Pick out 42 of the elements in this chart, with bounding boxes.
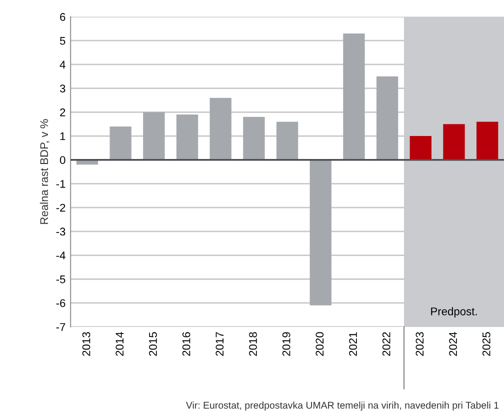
band-label: Predpost. xyxy=(431,307,477,318)
bar xyxy=(176,114,198,160)
x-tick-label: 2020 xyxy=(316,332,324,356)
text: Vir: Eurostat, predpostavka UMAR temelji na virih, navedenih pri Tabeli 1 xyxy=(186,402,499,411)
y-tick-label: 3 xyxy=(60,84,66,92)
x-tick-label: 2013 xyxy=(82,332,90,356)
x-tick-label: 2025 xyxy=(482,332,490,356)
y-tick-label: -4 xyxy=(56,252,66,260)
bar xyxy=(110,126,132,160)
bar xyxy=(343,33,365,160)
bar xyxy=(410,136,432,160)
y-tick-label: -7 xyxy=(56,323,66,331)
x-tick-label: 2015 xyxy=(149,332,157,356)
bar xyxy=(143,112,165,160)
y-tick-label: 6 xyxy=(60,13,66,21)
y-tick-label: 5 xyxy=(60,36,66,45)
x-tick-label: 2021 xyxy=(349,332,357,356)
x-tick-label: 2016 xyxy=(182,332,190,356)
y-tick-label: -3 xyxy=(56,228,66,236)
x-tick-label: 2024 xyxy=(449,332,457,356)
y-tick-label: -2 xyxy=(56,204,66,212)
y-axis-title: Realna rast BDP, v % xyxy=(40,119,50,224)
x-tick-label: 2017 xyxy=(216,332,224,356)
bar xyxy=(243,116,265,160)
bar xyxy=(210,98,232,160)
y-tick-label: -1 xyxy=(56,180,66,188)
x-tick-label: 2019 xyxy=(282,332,290,356)
bar xyxy=(276,122,298,160)
y-tick-label: 0 xyxy=(60,156,66,164)
y-tick-label: -5 xyxy=(56,276,66,284)
y-tick-label: 2 xyxy=(60,108,66,116)
bar xyxy=(376,76,398,160)
bar xyxy=(310,160,332,306)
x-tick-label: 2023 xyxy=(416,332,424,356)
x-tick-label: 2018 xyxy=(249,332,257,356)
y-tick-label: -6 xyxy=(56,299,66,308)
bar xyxy=(476,122,498,160)
x-tick-label: 2014 xyxy=(116,332,124,356)
x-tick-label: 2022 xyxy=(382,332,390,356)
bar xyxy=(443,124,465,160)
y-tick-label: 1 xyxy=(60,132,66,140)
y-tick-label: 4 xyxy=(60,60,66,68)
